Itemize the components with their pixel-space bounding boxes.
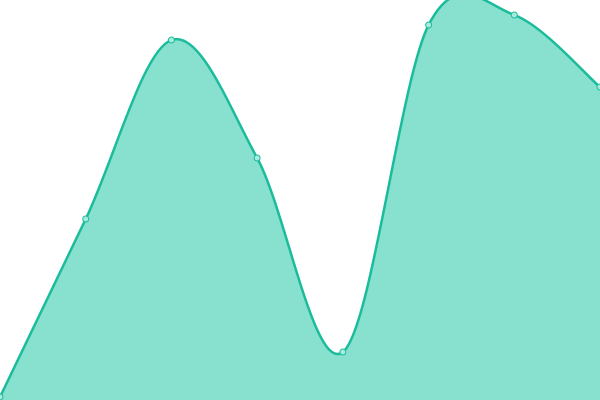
data-point bbox=[82, 215, 90, 223]
data-point bbox=[339, 348, 347, 356]
data-point bbox=[167, 36, 175, 44]
data-point bbox=[425, 21, 433, 29]
data-point bbox=[253, 154, 261, 162]
data-point bbox=[510, 11, 518, 19]
data-point bbox=[0, 393, 4, 400]
data-point bbox=[596, 83, 600, 91]
